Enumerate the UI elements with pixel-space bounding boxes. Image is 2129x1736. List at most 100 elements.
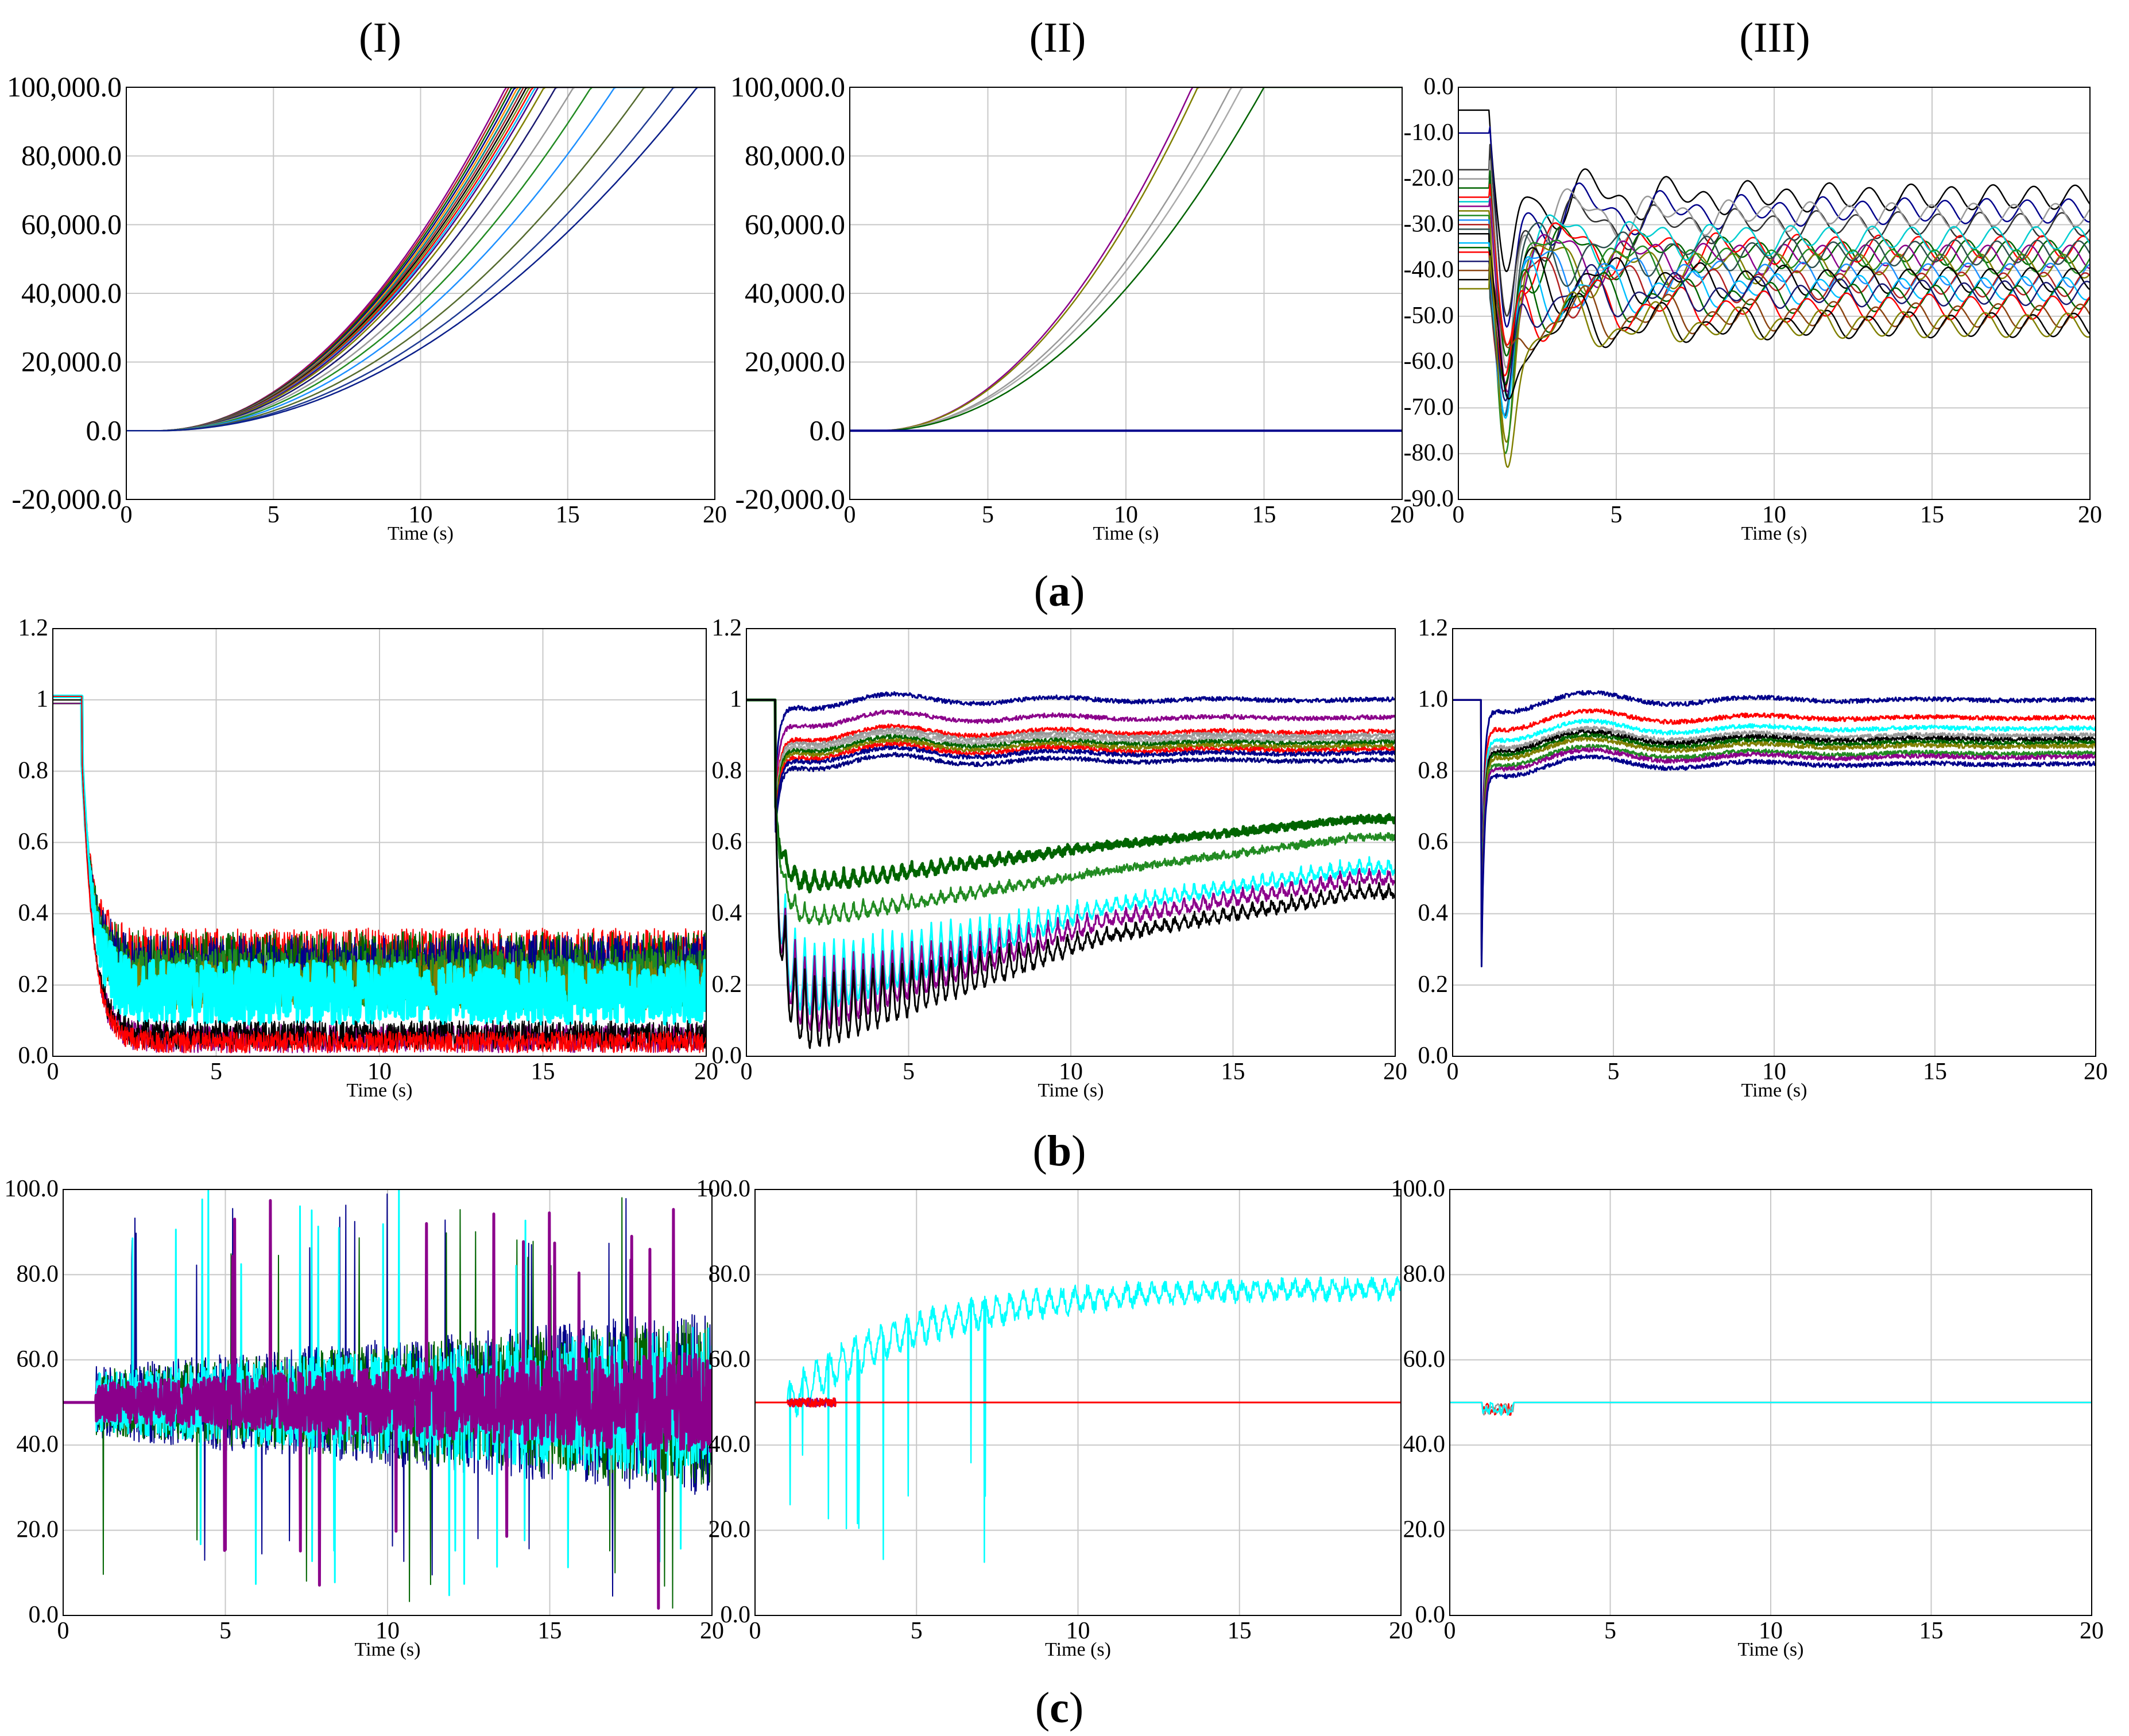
series-line-a3-12 — [1458, 222, 2090, 417]
y-tick-label: 0.2 — [18, 971, 49, 998]
series-line-a3-3 — [1458, 160, 2090, 369]
x-tick-label: 15 — [531, 1059, 555, 1085]
panel-a3: 0.0 -10.0 -20.0 -30.0 -40.0 -50.0 -60.0 -70.0 -8… — [1404, 73, 2103, 544]
column-label-2: (II) — [1029, 14, 1086, 61]
x-tick-label: 10 — [1762, 502, 1786, 528]
x-tick-label: 15 — [1923, 1059, 1947, 1085]
x-tick-label: 0 — [121, 502, 133, 528]
x-tick-label: 5 — [903, 1059, 915, 1085]
panel-c3: 100.0 80.0 60.0 40.0 20.0 0.00 5 10 15 20 Time (s) — [1391, 1176, 2104, 1660]
x-tick-label: 10 — [367, 1059, 392, 1085]
x-axis-title: Time (s) — [1741, 523, 1807, 544]
y-tick-label: 0.0 — [810, 414, 846, 446]
series-line-c2-0 — [755, 1276, 1401, 1563]
row-label-b: (b) — [1033, 1127, 1086, 1175]
column-label-3: (III) — [1739, 14, 1810, 61]
y-tick-label: 60,000.0 — [745, 208, 845, 240]
series-line-a3-0 — [1458, 109, 2090, 273]
y-tick-label: 40.0 — [1403, 1431, 1446, 1458]
y-tick-label: 0.2 — [1418, 971, 1449, 998]
plot-frame-a1 — [126, 87, 715, 500]
y-tick-label: -40.0 — [1404, 257, 1454, 283]
y-tick-label: 0.0 — [18, 1043, 49, 1069]
series-line-a2-3 — [850, 87, 1402, 432]
y-tick-label: -20.0 — [1404, 165, 1454, 192]
x-tick-label: 15 — [1252, 502, 1276, 528]
panel-b3: 1.2 1.0 0.8 0.6 0.4 0.2 0.00 5 10 15 20 Time (s) — [1418, 615, 2108, 1101]
x-tick-label: 0 — [47, 1059, 59, 1085]
series-group-b3 — [1453, 690, 2096, 967]
x-axis-title: Time (s) — [1093, 523, 1159, 544]
x-tick-label: 5 — [219, 1618, 231, 1644]
x-tick-label: 20 — [2078, 502, 2102, 528]
y-tick-label: 80,000.0 — [21, 140, 122, 172]
series-line-b3-3 — [1453, 699, 2096, 939]
series-line-a1-20 — [126, 87, 715, 432]
x-axis-title: Time (s) — [388, 523, 454, 544]
x-tick-label: 15 — [1221, 1059, 1245, 1085]
x-tick-label: 0 — [844, 502, 856, 528]
plot-frame-b1 — [52, 628, 707, 1057]
series-line-a3-17 — [1458, 260, 2090, 402]
series-line-b2-r2 — [746, 699, 1395, 1016]
series-line-b2-3 — [746, 699, 1395, 808]
x-tick-label: 20 — [1389, 1618, 1413, 1644]
series-line-b2-r4 — [746, 699, 1395, 1049]
x-tick-label: 15 — [1920, 502, 1944, 528]
y-tick-label: 40.0 — [17, 1431, 59, 1458]
series-line-c3-2 — [1450, 1401, 2092, 1416]
y-tick-label: -20,000.0 — [735, 483, 845, 515]
plot-frame-a2 — [849, 87, 1403, 500]
panels-group: 100,000.0 80,000.0 60,000.0 40,000.0 20,000.… — [5, 71, 2108, 1660]
y-tick-label: 60.0 — [17, 1346, 59, 1373]
series-group-c2 — [755, 1276, 1401, 1563]
y-tick-label: 60.0 — [1403, 1346, 1446, 1373]
series-line-b3-8 — [1453, 699, 2096, 960]
y-tick-label: 0.0 — [29, 1602, 59, 1628]
grid-b2 — [746, 628, 1396, 1057]
y-tick-label: 0.0 — [1415, 1602, 1446, 1628]
y-tick-label: 0.8 — [18, 757, 49, 784]
series-group-b2 — [746, 691, 1395, 1049]
y-tick-label: 80.0 — [1403, 1261, 1446, 1287]
series-line-b1-8 — [53, 696, 706, 1053]
panel-c2: 100.0 80.0 60.0 40.0 20.0 0.00 5 10 15 20 Time (s) — [696, 1176, 1414, 1660]
x-tick-label: 20 — [1383, 1059, 1407, 1085]
y-tick-label: 80.0 — [709, 1261, 751, 1287]
y-tick-label: 0.8 — [1418, 757, 1449, 784]
y-tick-label: 0.0 — [1418, 1043, 1449, 1069]
panel-a2: 100,000.0 80,000.0 60,000.0 40,000.0 20,000.… — [730, 71, 1414, 544]
x-tick-label: 5 — [1611, 502, 1623, 528]
series-line-a1-15 — [126, 87, 715, 432]
series-line-b3-9 — [1453, 699, 2096, 967]
y-tick-label: 0.6 — [712, 829, 742, 855]
series-line-b2-7 — [746, 699, 1395, 823]
y-tick-label: -30.0 — [1404, 211, 1454, 237]
series-group-a3 — [1458, 109, 2090, 468]
x-tick-label: 5 — [1608, 1059, 1620, 1085]
series-line-b2-5 — [746, 699, 1395, 815]
grid-b3 — [1452, 628, 2096, 1057]
series-line-b2-9 — [746, 699, 1395, 833]
x-axis-title: Time (s) — [355, 1639, 421, 1660]
series-line-a3-11 — [1458, 224, 2090, 392]
x-tick-label: 0 — [1453, 502, 1465, 528]
series-line-b3-4 — [1453, 699, 2096, 943]
series-line-b2-1 — [746, 699, 1395, 790]
y-tick-label: -60.0 — [1404, 348, 1454, 375]
plot-frame-b3 — [1452, 628, 2096, 1057]
y-tick-label: 20.0 — [1403, 1517, 1446, 1543]
x-tick-label: 0 — [749, 1618, 761, 1644]
x-tick-label: 10 — [409, 502, 433, 528]
panel-c1: 100.0 80.0 60.0 40.0 20.0 0.00 5 10 15 20 Time (s) — [5, 1176, 725, 1660]
series-line-c2-2 — [755, 1397, 1401, 1408]
series-line-a3-9 — [1458, 215, 2090, 455]
x-tick-label: 0 — [57, 1618, 69, 1644]
y-tick-label: 0.6 — [1418, 829, 1449, 855]
x-tick-label: 20 — [2084, 1059, 2108, 1085]
y-tick-label: -20,000.0 — [11, 483, 122, 515]
series-line-b3-5 — [1453, 699, 2096, 946]
y-tick-label: -70.0 — [1404, 394, 1454, 420]
panel-b2: 1.2 1 0.8 0.6 0.4 0.2 0.00 5 10 15 20 Time (s) — [712, 615, 1408, 1101]
